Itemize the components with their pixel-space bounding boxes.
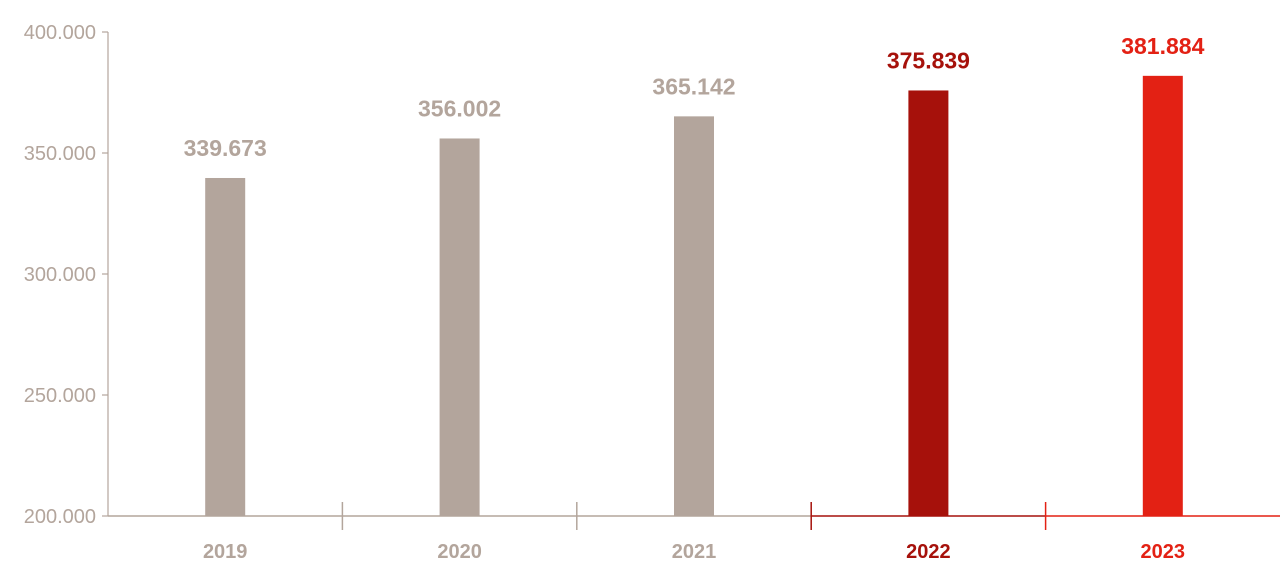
data-label: 356.002 xyxy=(418,95,501,121)
y-tick-label: 300.000 xyxy=(24,264,96,286)
x-tick-label: 2023 xyxy=(1141,541,1186,563)
data-label: 381.884 xyxy=(1121,33,1204,59)
x-tick-label: 2022 xyxy=(906,541,951,563)
x-tick-label: 2019 xyxy=(203,541,248,563)
bar-2020 xyxy=(439,138,480,516)
bar-2019 xyxy=(205,177,246,516)
bar-2022 xyxy=(908,90,949,517)
y-tick-label: 250.000 xyxy=(24,385,96,407)
bars xyxy=(205,75,1183,517)
bar-2021 xyxy=(674,116,714,517)
x-tick-label: 2020 xyxy=(437,541,482,563)
data-label: 339.673 xyxy=(184,135,267,161)
data-label: 375.839 xyxy=(887,47,970,73)
bar-2023 xyxy=(1142,75,1183,516)
y-tick-label: 350.000 xyxy=(24,143,96,165)
x-tick-label: 2021 xyxy=(672,541,717,563)
y-tick-label: 200.000 xyxy=(24,506,96,528)
x-axis: 2019 2020 2021 2022 2023 xyxy=(108,502,1280,563)
data-label: 365.142 xyxy=(652,73,735,99)
y-axis: 200.000 250.000 300.000 350.000 400.000 xyxy=(24,22,109,528)
y-tick-label: 400.000 xyxy=(24,22,96,44)
data-labels: 339.673 356.002 365.142 375.839 381.884 xyxy=(184,33,1205,161)
